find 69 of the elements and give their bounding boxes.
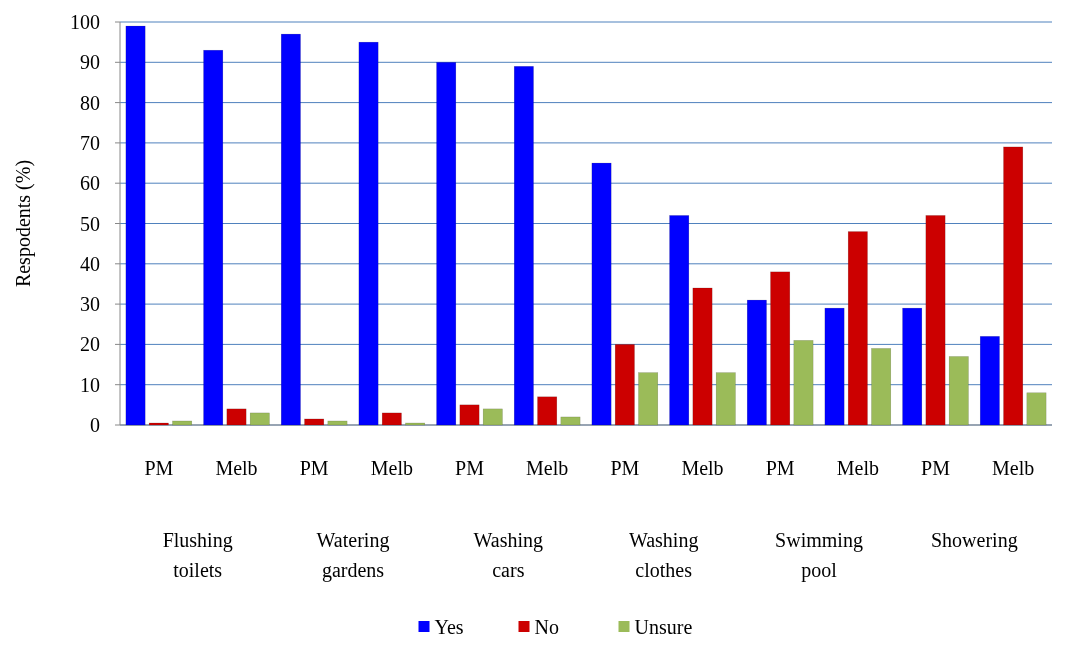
x-tick-label: Melb [526, 457, 569, 479]
bar [327, 420, 348, 426]
bar [358, 41, 379, 426]
bar [436, 62, 457, 426]
y-tick-label: 20 [80, 333, 100, 356]
bar [148, 422, 169, 426]
bar [692, 287, 713, 426]
y-tick-label: 30 [80, 293, 100, 316]
y-axis-title: Respodents (%) [12, 159, 35, 288]
x-tick-label: PM [299, 457, 329, 479]
legend-label: Yes [434, 616, 464, 638]
text: Watering gardens [316, 529, 390, 582]
y-tick-label: 70 [80, 131, 100, 154]
legend-label: Unsure [634, 616, 693, 638]
bar [537, 396, 558, 426]
x-tick-label: Melb [215, 457, 258, 479]
bar [459, 404, 480, 426]
y-tick-label: 0 [90, 414, 100, 436]
bar [948, 356, 969, 426]
bar [793, 340, 814, 426]
text: Swimming pool [775, 529, 863, 582]
bar [482, 408, 503, 426]
x-tick-label: Melb [681, 457, 724, 479]
y-tick-label: 10 [80, 373, 100, 396]
bar [381, 412, 402, 426]
bar [249, 412, 270, 426]
y-tick-label: 80 [80, 91, 100, 114]
bar [925, 215, 946, 426]
bar [1003, 146, 1024, 426]
bar [203, 49, 224, 426]
bar [405, 422, 426, 426]
text: Washing clothes [628, 529, 699, 581]
text: Showering [931, 529, 1018, 552]
x-tick-label: Melb [836, 457, 879, 479]
bar [715, 372, 736, 426]
bar [614, 344, 635, 426]
bar [304, 418, 325, 426]
bar [513, 66, 534, 426]
x-tick-label: PM [765, 457, 795, 479]
y-tick-label: 60 [80, 172, 100, 195]
y-tick-label: 100 [70, 11, 100, 33]
y-tick-label: 90 [80, 51, 100, 74]
bar [770, 271, 791, 426]
text: Washing cars [473, 529, 544, 581]
bar [746, 299, 767, 426]
bar [226, 408, 247, 426]
x-tick-label: Melb [992, 457, 1035, 479]
bar [669, 215, 690, 426]
bar [638, 372, 659, 426]
x-tick-label: PM [610, 457, 640, 479]
bar [979, 336, 1000, 426]
bar [125, 25, 146, 426]
bar [824, 307, 845, 426]
bar [591, 162, 612, 426]
x-tick-label: PM [144, 457, 174, 479]
text: Flushing toilets [162, 529, 233, 581]
bar [871, 348, 892, 426]
x-tick-label: PM [921, 457, 951, 479]
bar [280, 33, 301, 426]
legend-label: No [534, 616, 559, 638]
bar [902, 307, 923, 426]
bar [1026, 392, 1047, 426]
y-tick-label: 40 [80, 252, 100, 275]
bar [172, 420, 193, 426]
x-tick-label: Melb [370, 457, 413, 479]
x-tick-label: PM [455, 457, 485, 479]
y-tick-label: 50 [80, 212, 100, 235]
bar [560, 416, 581, 426]
bar [847, 231, 868, 426]
